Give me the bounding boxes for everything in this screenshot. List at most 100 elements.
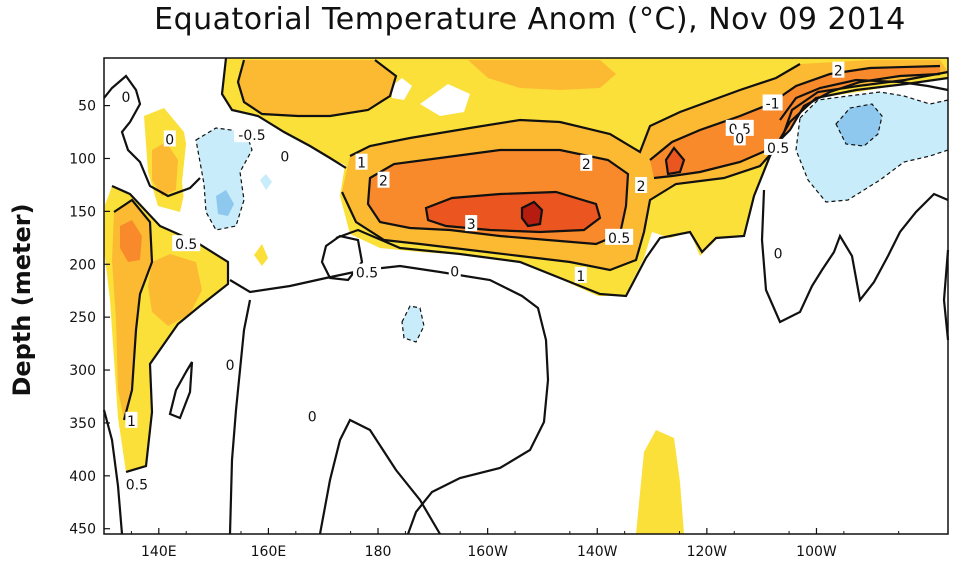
contour-label-bg (119, 88, 132, 105)
contour-label-bg (733, 129, 746, 146)
x-tick-label: 180 (365, 544, 392, 560)
contour-label: 0 (226, 358, 235, 374)
contour-label-bg (465, 215, 478, 232)
contour-label: -1 (766, 96, 780, 112)
contour-small-east (664, 146, 686, 176)
y-tick-label: 300 (69, 363, 96, 379)
contour-label-bg (278, 147, 291, 164)
fill-warm-1-west (112, 200, 152, 420)
contour-zero-east-deep (942, 249, 950, 341)
contour-label-bg (448, 262, 461, 279)
contour-label: 0 (774, 247, 783, 263)
contour-label: 2 (637, 179, 646, 195)
fill-cool-1-east (836, 104, 882, 146)
fill-warm-1-west-b (148, 254, 202, 326)
contour-label-bg (353, 263, 382, 280)
contour-label-bg (377, 171, 390, 188)
fill-warm-1-top-right (468, 60, 616, 90)
anomaly-fills (104, 58, 948, 534)
fill-warm-2-east (650, 66, 940, 178)
contour-label: 0 (735, 131, 744, 147)
x-tick-label: 160E (251, 544, 287, 560)
y-tick-label: 100 (69, 151, 96, 167)
fill-cool-05-west (196, 128, 252, 230)
y-tick-label: 150 (69, 204, 96, 220)
contour-one-west (113, 198, 154, 421)
contour-label: 0 (450, 265, 459, 281)
x-tick-label: 140W (577, 544, 618, 560)
fill-cool-00-small (392, 78, 412, 100)
fill-cool-05-small (260, 174, 272, 190)
contour-two-east (653, 72, 941, 180)
contour-label-bg (172, 235, 201, 252)
contour-label: 0.5 (767, 141, 789, 157)
contour-label: 2 (379, 174, 388, 190)
x-axis: 140E 160E 180 160W 140W 120W 100W (130, 528, 900, 560)
contour-label-bg (306, 407, 319, 424)
contour-half (335, 76, 949, 298)
y-tick-label: 250 (69, 310, 96, 326)
contour-label-bg (233, 126, 270, 143)
contour-label-bg (764, 138, 793, 155)
y-tick-label: 400 (69, 469, 96, 485)
contour-three-core (520, 200, 544, 228)
contour-label: 0 (121, 90, 130, 106)
contour-label: 0.5 (608, 231, 630, 247)
contour-label-bg (355, 153, 368, 170)
contour-three (424, 190, 602, 234)
contour-zero-top-east (779, 78, 949, 121)
y-tick-label: 350 (69, 416, 96, 432)
contour-label-bg (725, 119, 754, 136)
contour-neg-half-deep (401, 305, 425, 343)
y-tick-label: 50 (78, 99, 96, 115)
fill-warm-4-core (522, 202, 542, 226)
plot-frame (103, 57, 949, 535)
contour-zero-loop-d (168, 361, 194, 420)
chart-title: Equatorial Temperature Anom (°C), Nov 09… (154, 2, 906, 37)
contour-zero-deep-mid (318, 418, 441, 535)
fill-warm-2-west (120, 220, 142, 262)
contour-label-bg (125, 411, 138, 428)
contour-label-bg (772, 244, 785, 261)
x-tick-label: 140E (141, 544, 177, 560)
contour-zero-deep-west (102, 409, 124, 535)
x-tick-label: 100W (796, 544, 837, 560)
contour-label: 0.5 (175, 237, 197, 253)
y-axis: 50 100 150 200 250 300 350 400 450 (69, 99, 110, 538)
contour-label: 1 (357, 156, 366, 172)
contour-label-bg (762, 94, 783, 111)
contour-label: 0.5 (126, 477, 148, 493)
fill-cool-05-east (796, 92, 948, 202)
fill-cool-1-west (216, 190, 234, 216)
contour-label: 0.5 (356, 266, 378, 282)
x-tick-label: 120W (687, 544, 728, 560)
contour-half-west (111, 184, 230, 474)
fill-warm-05-small-b (254, 244, 268, 266)
contour-label: 1 (127, 414, 136, 430)
fill-cool-00-patch (420, 84, 470, 116)
contour-half-top (220, 57, 347, 169)
y-tick-label: 200 (69, 257, 96, 273)
contour-zero-loop-a (229, 264, 550, 535)
fill-warm-1-top (238, 60, 396, 116)
contour-one (349, 63, 801, 157)
y-tick-label: 450 (69, 522, 96, 538)
contour-one-top (236, 59, 398, 118)
contour-label-bg (605, 228, 634, 245)
contour-one-b (341, 70, 949, 272)
contour-neg-one-east (835, 103, 883, 147)
contour-label-bg (635, 176, 648, 193)
contour-label: 0 (165, 132, 174, 148)
fill-cool-05-deep (402, 306, 424, 342)
contour-label: -0.5 (238, 128, 265, 144)
contour-label-bg (163, 130, 176, 147)
contour-label: 0 (308, 410, 317, 426)
contour-label-bg (580, 154, 593, 171)
contour-zero-east (760, 189, 949, 324)
x-tick-label: 160W (467, 544, 508, 560)
contour-label-bg (224, 355, 237, 372)
fill-warm-05-deep (636, 430, 684, 534)
contour-label-bg (574, 266, 587, 283)
contour-zero-loop-b (228, 299, 252, 535)
